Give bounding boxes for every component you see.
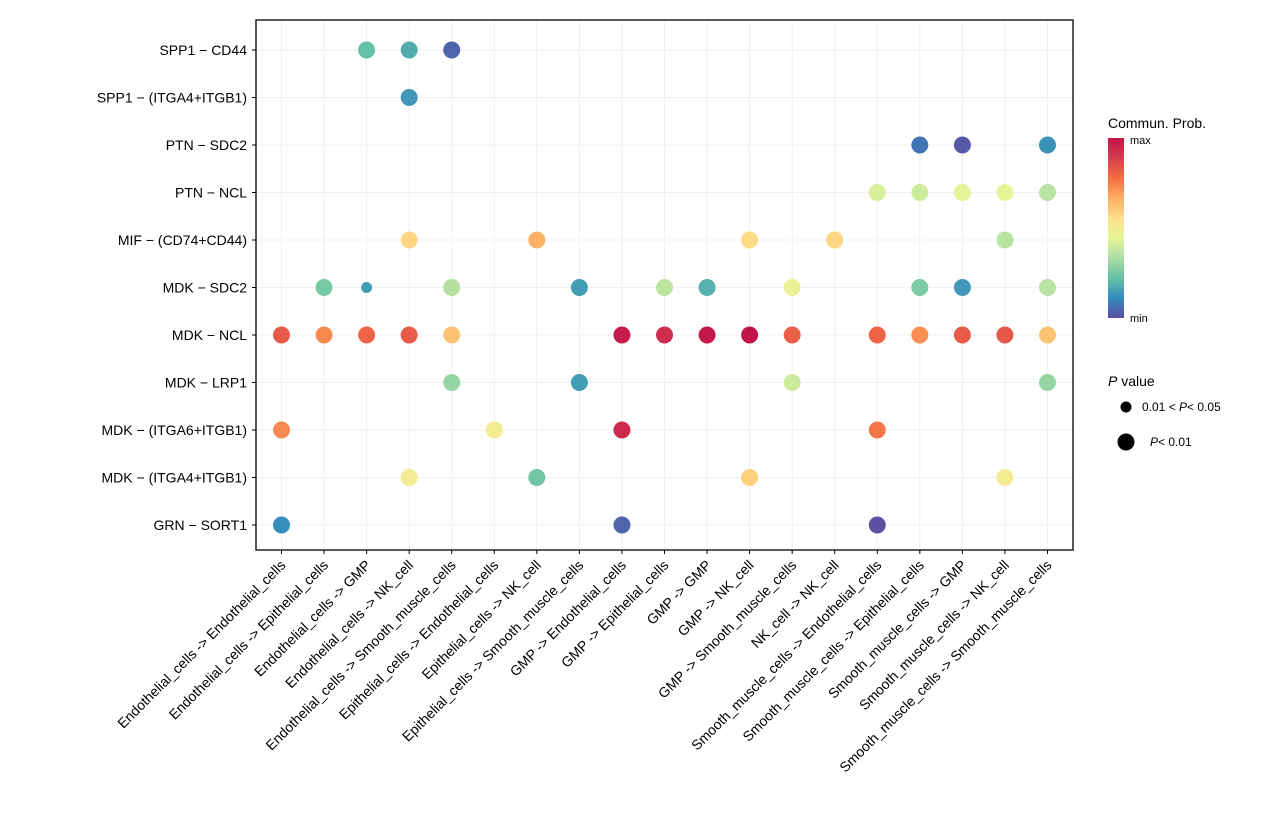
y-tick-label: PTN − SDC2: [166, 137, 248, 153]
data-point: [443, 279, 461, 296]
size-legend-title: P value: [1108, 373, 1155, 389]
data-point: [613, 326, 631, 344]
y-tick-label: GRN − SORT1: [154, 517, 248, 533]
data-point: [400, 89, 418, 106]
data-point: [953, 279, 971, 296]
data-point: [741, 231, 759, 249]
data-point: [273, 516, 290, 534]
data-point: [911, 184, 929, 201]
size-legend-label: 0.01 < P< 0.05: [1142, 400, 1221, 414]
y-tick-label: MDK − (ITGA4+ITGB1): [102, 470, 247, 486]
colorbar: [1108, 138, 1124, 318]
data-point: [1039, 279, 1056, 296]
data-point: [741, 469, 759, 486]
x-tick-label: Epithelial_cells -> Endothelial_cells: [336, 557, 502, 723]
data-point: [953, 326, 971, 344]
data-point: [783, 279, 801, 296]
data-point: [911, 136, 929, 154]
data-point: [868, 421, 886, 439]
data-point: [485, 421, 503, 439]
colorbar-min-label: min: [1130, 313, 1148, 325]
data-point: [273, 421, 290, 439]
size-legend-label-suffix: < 0.01: [1158, 435, 1192, 449]
y-tick-label: MIF − (CD74+CD44): [118, 232, 247, 248]
data-point: [613, 516, 631, 534]
data-point: [826, 231, 844, 249]
data-point: [570, 279, 588, 296]
data-point: [698, 279, 716, 296]
data-point: [400, 41, 418, 59]
data-point: [656, 279, 673, 296]
data-point: [400, 231, 418, 249]
data-point: [1039, 136, 1056, 154]
data-point: [656, 326, 673, 344]
data-point: [911, 326, 929, 344]
size-legend-label: P< 0.01: [1150, 435, 1192, 449]
data-point: [868, 184, 886, 201]
y-tick-label: MDK − NCL: [172, 327, 247, 343]
data-point: [361, 282, 373, 293]
data-point: [400, 469, 418, 486]
data-point: [953, 136, 971, 154]
data-point: [400, 326, 418, 344]
y-tick-label: MDK − LRP1: [165, 375, 247, 391]
data-point: [996, 184, 1014, 201]
colorbar-max-label: max: [1130, 135, 1151, 147]
y-tick-label: SPP1 − (ITGA4+ITGB1): [97, 90, 247, 106]
data-point: [1039, 184, 1056, 201]
data-point: [570, 374, 588, 391]
size-legend-swatch: [1120, 401, 1132, 413]
data-point: [1039, 326, 1056, 344]
data-point: [443, 326, 461, 344]
data-point: [783, 374, 801, 391]
size-legend-entries: 0.01 < P< 0.05P< 0.01: [1117, 400, 1221, 451]
data-point: [315, 326, 333, 344]
size-legend-title-rest: value: [1117, 373, 1155, 389]
size-legend-title-italic: P: [1108, 373, 1118, 389]
data-point: [996, 469, 1014, 486]
data-point: [1039, 374, 1056, 391]
y-tick-label: MDK − SDC2: [163, 280, 248, 296]
data-point: [783, 326, 801, 344]
x-tick-label: GMP -> NK_cell: [674, 557, 756, 639]
size-legend-label-prefix: 0.01 <: [1142, 400, 1179, 414]
data-point: [358, 326, 376, 344]
data-point: [528, 231, 546, 249]
data-point: [996, 231, 1014, 249]
data-point: [315, 279, 333, 296]
data-point: [528, 469, 546, 486]
data-points: [273, 41, 1056, 534]
data-point: [911, 279, 929, 296]
x-tick-label: Endothelial_cells -> Endothelial_cells: [114, 557, 288, 731]
size-legend-label-suffix: < 0.05: [1187, 400, 1221, 414]
data-point: [443, 41, 461, 59]
color-legend-title: Commun. Prob.: [1108, 115, 1206, 131]
y-axis: SPP1 − CD44 SPP1 − (ITGA4+ITGB1) PTN − SDC…: [97, 42, 256, 533]
data-point: [953, 184, 971, 201]
x-axis: Endothelial_cells -> Endothelial_cellsEn…: [114, 550, 1055, 775]
size-legend-label-italic: P: [1150, 435, 1158, 449]
y-tick-label: MDK − (ITGA6+ITGB1): [102, 422, 247, 438]
data-point: [613, 421, 631, 439]
data-point: [273, 326, 290, 344]
y-tick-label: PTN − NCL: [175, 185, 247, 201]
data-point: [868, 516, 886, 534]
data-point: [868, 326, 886, 344]
legend: Commun. Prob. max min P value 0.01 < P< …: [1108, 115, 1221, 451]
y-tick-label: SPP1 − CD44: [159, 42, 247, 58]
size-legend-swatch: [1117, 433, 1135, 451]
data-point: [741, 326, 759, 344]
data-point: [996, 326, 1014, 344]
data-point: [358, 41, 376, 59]
data-point: [698, 326, 716, 344]
data-point: [443, 374, 461, 391]
size-legend-label-italic: P: [1179, 400, 1187, 414]
